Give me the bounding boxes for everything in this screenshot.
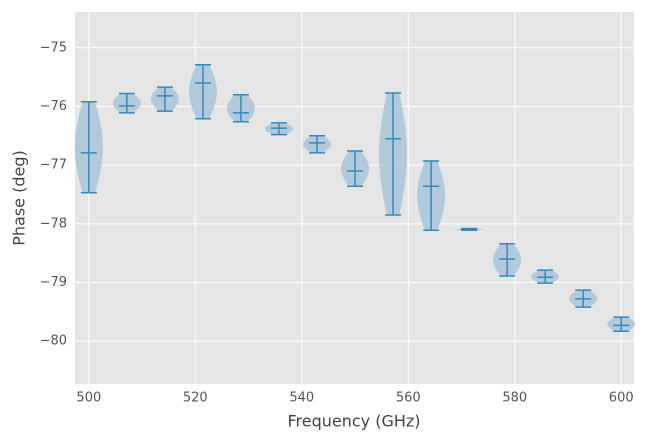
y-tick-label: −77 — [40, 158, 67, 173]
x-tick-label: 580 — [502, 391, 527, 406]
x-tick-label: 520 — [183, 391, 208, 406]
y-axis-label: Phase (deg) — [10, 150, 29, 246]
x-axis-label: Frequency (GHz) — [287, 412, 420, 431]
y-tick-label: −79 — [40, 275, 67, 290]
x-tick-label: 600 — [609, 391, 634, 406]
x-tick-label: 500 — [76, 391, 101, 406]
x-tick-label: 560 — [396, 391, 421, 406]
y-tick-label: −78 — [40, 216, 67, 231]
y-tick-label: −80 — [40, 334, 67, 349]
y-tick-label: −76 — [40, 99, 67, 114]
x-tick-label: 540 — [289, 391, 314, 406]
y-tick-label: −75 — [40, 40, 67, 55]
plot-area — [75, 12, 634, 384]
